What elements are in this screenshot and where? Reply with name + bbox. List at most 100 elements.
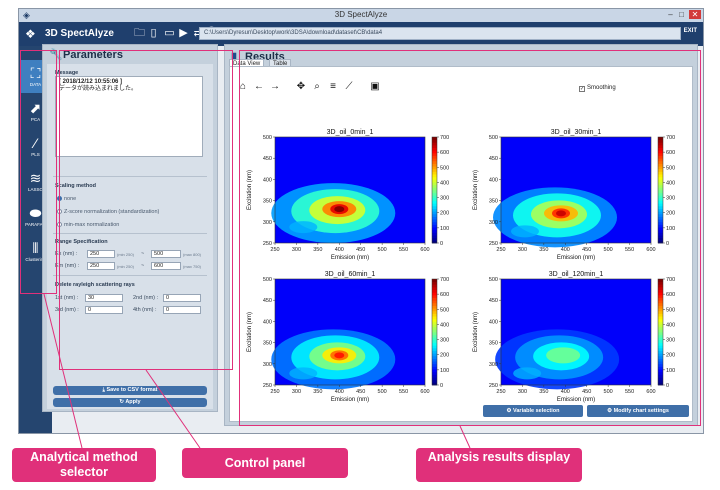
path-field[interactable]: C:\Users\Dyresun\Desktop\work\3DSA\downl…	[199, 27, 681, 40]
colorbar-tick-label: 100	[440, 368, 449, 374]
x-tick-label: 600	[646, 389, 655, 395]
ex-min-field[interactable]: 250	[87, 250, 115, 258]
em-max-field[interactable]: 600	[151, 262, 181, 270]
apply-button[interactable]: ↻ Apply	[53, 398, 207, 407]
colorbar-segment	[658, 289, 663, 293]
colorbar-segment	[432, 166, 437, 170]
x-tick-label: 600	[420, 389, 429, 395]
colorbar-tick-label: 0	[666, 241, 669, 247]
x-tick-label: 600	[646, 247, 655, 253]
configure-subplots-icon[interactable]: ≡	[330, 81, 336, 92]
video-icon[interactable]: ▶	[179, 27, 188, 39]
colorbar-frame	[657, 136, 664, 244]
home-icon[interactable]: ⌂	[239, 81, 247, 92]
save-icon[interactable]: ▣	[370, 81, 380, 92]
folder-icon[interactable]: 🗀	[134, 27, 145, 39]
sidebar-item-pls[interactable]: ⁄ PLS	[20, 130, 51, 163]
heatmap-shoulder	[289, 367, 318, 380]
x-tick-label: 350	[539, 389, 548, 395]
x-tick-label: 300	[518, 247, 527, 253]
scaling-radio-minmax[interactable]: min-max normalization	[57, 222, 119, 228]
title-bar: ◈ 3D SpectAlyze – □ ✕	[19, 9, 703, 22]
rayleigh-3rd-field[interactable]: 0	[85, 306, 123, 314]
colorbar-segment	[432, 284, 437, 288]
scaling-method-label: Scaling method	[55, 183, 96, 189]
rayleigh-1st-field[interactable]: 30	[85, 294, 123, 302]
colorbar-segment	[432, 221, 437, 225]
document-icon[interactable]: ▯	[150, 27, 157, 39]
book-icon[interactable]: ▭	[164, 27, 175, 39]
colorbar-segment	[432, 179, 437, 183]
x-tick-label: 550	[399, 247, 408, 253]
edit-curve-icon[interactable]: ⟋	[345, 81, 353, 92]
ex-max-field[interactable]: 500	[151, 250, 181, 258]
colorbar-segment	[432, 224, 437, 228]
colorbar-segment	[432, 155, 437, 159]
modify-chart-button[interactable]: ⚙ Modify chart settings	[587, 405, 689, 417]
back-arrow-icon[interactable]: ←	[254, 81, 264, 92]
colorbar-tick-label: 200	[440, 353, 449, 359]
colorbar-segment	[658, 152, 663, 156]
forward-arrow-icon[interactable]: →	[270, 81, 280, 92]
colorbar-segment	[432, 324, 437, 328]
zoom-icon[interactable]: ⌕	[314, 81, 320, 92]
colorbar-segment	[658, 168, 663, 172]
minimize-icon[interactable]: –	[668, 10, 673, 19]
sidebar-item-pca[interactable]: ⬈ PCA	[20, 95, 51, 128]
colorbar-tick-label: 200	[440, 211, 449, 217]
colorbar-segment	[658, 313, 663, 317]
colorbar-segment	[432, 332, 437, 336]
app-logo-icon: ◈	[23, 10, 30, 20]
colorbar-tick-label: 400	[666, 322, 675, 328]
colorbar-segment	[432, 171, 437, 175]
rayleigh-2nd-field[interactable]: 0	[163, 294, 201, 302]
colorbar-segment	[658, 350, 663, 354]
em-min-field[interactable]: 250	[87, 262, 115, 270]
exit-button[interactable]: EXIT	[683, 28, 697, 34]
colorbar-segment	[432, 195, 437, 199]
maximize-icon[interactable]: □	[679, 10, 684, 19]
colorbar-segment	[658, 337, 663, 341]
colorbar-segment	[432, 158, 437, 162]
colorbar-segment	[432, 163, 437, 167]
colorbar-segment	[432, 208, 437, 212]
x-tick-label: 250	[270, 247, 279, 253]
callout-control-panel: Control panel	[182, 448, 348, 478]
x-tick-label: 350	[539, 247, 548, 253]
translate-icon[interactable]: ⇄	[193, 28, 202, 38]
colorbar-segment	[432, 371, 437, 375]
x-tick-label: 350	[313, 389, 322, 395]
variable-selection-button[interactable]: ⚙ Variable selection	[483, 405, 583, 417]
y-tick-label: 300	[263, 362, 272, 368]
pan-icon[interactable]: ✥	[296, 81, 306, 92]
colorbar-segment	[432, 355, 437, 359]
smoothing-checkbox[interactable]: ✓ Smoothing	[579, 85, 616, 92]
colorbar-segment	[432, 184, 437, 188]
y-tick-label: 250	[263, 383, 272, 389]
colorbar-segment	[432, 150, 437, 154]
rayleigh-4th-field[interactable]: 0	[163, 306, 201, 314]
sidebar-item-label: PARAFAC	[25, 222, 46, 227]
colorbar-frame	[657, 278, 664, 386]
colorbar-segment	[432, 316, 437, 320]
colorbar-segment	[432, 321, 437, 325]
parameters-title: 🔧Parameters	[49, 48, 123, 61]
scaling-radio-zscore[interactable]: Z-score normalization (standardization)	[57, 209, 159, 215]
sidebar-item-parafac[interactable]: ⬬ PARAFAC	[20, 200, 51, 233]
scaling-radio-none[interactable]: none	[57, 196, 76, 202]
colorbar-tick-label: 500	[440, 307, 449, 313]
colorbar-segment	[432, 308, 437, 312]
colorbar-segment	[658, 137, 663, 141]
save-csv-button[interactable]: ⤓ Save to CSV format	[53, 386, 207, 395]
sidebar-item-clustering[interactable]: ⫴ Clustering	[20, 235, 51, 268]
close-icon[interactable]: ✕	[689, 10, 701, 19]
colorbar-segment	[658, 200, 663, 204]
colorbar-segment	[432, 139, 437, 143]
sidebar-item-lasso[interactable]: ≋ LASSO	[20, 165, 51, 198]
lasso-icon: ≋	[29, 170, 42, 186]
x-tick-label: 450	[582, 389, 591, 395]
clustering-icon: ⫴	[32, 240, 39, 256]
pca-icon: ⬈	[29, 100, 42, 116]
colorbar-segment	[658, 235, 663, 239]
save-csv-label: Save to CSV format	[106, 387, 158, 393]
